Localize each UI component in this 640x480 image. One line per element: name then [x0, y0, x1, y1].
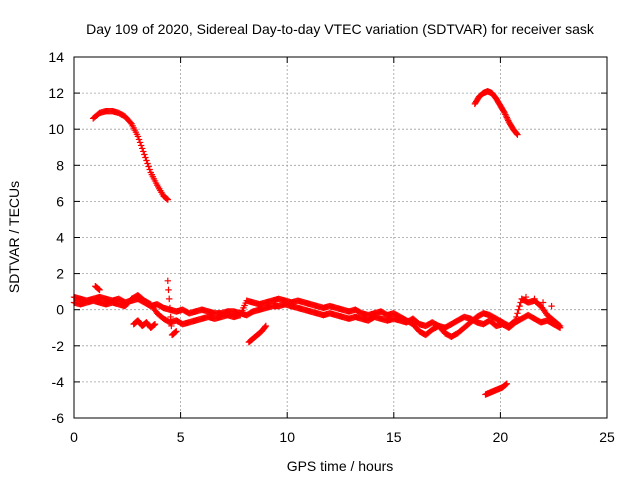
x-tick-label: 20: [493, 429, 509, 445]
y-tick-label: 6: [56, 193, 64, 209]
plot-frame: [73, 56, 608, 419]
data-point: [501, 109, 508, 117]
data-point: [514, 310, 521, 317]
y-tick-label: -4: [52, 374, 65, 390]
data-point: [140, 148, 147, 155]
data-point: [94, 285, 102, 292]
data-point: [515, 306, 522, 313]
y-tick-label: 4: [56, 230, 64, 246]
data-point: [141, 151, 148, 158]
y-tick-label: 0: [56, 302, 64, 318]
y-tick-label: 14: [48, 49, 64, 65]
data-point: [168, 322, 175, 330]
y-tick-label: 8: [56, 157, 64, 173]
x-axis-label: GPS time / hours: [287, 458, 394, 474]
data-point: [151, 320, 159, 328]
data-point: [139, 145, 146, 152]
data-point: [127, 119, 134, 126]
data-point: [261, 323, 269, 331]
data-point: [503, 380, 510, 387]
data-point: [135, 136, 143, 143]
data-point: [137, 142, 145, 149]
data-point: [513, 130, 520, 137]
data-point: [512, 317, 519, 324]
data-point: [556, 322, 564, 330]
data-point: [151, 321, 158, 328]
data-point: [146, 166, 153, 173]
grid-lines: [74, 57, 607, 418]
data-point: [163, 195, 171, 203]
data-point: [145, 163, 152, 170]
data-point: [171, 329, 179, 336]
data-point: [150, 322, 157, 329]
series-fragments: [92, 277, 555, 346]
data-point: [502, 381, 509, 389]
data-point: [166, 295, 173, 303]
data-point: [134, 133, 142, 140]
data-points: [70, 88, 564, 398]
data-point: [95, 286, 103, 293]
series-arc-3: [482, 380, 510, 398]
y-tick-label: 10: [48, 121, 64, 137]
data-point: [144, 160, 151, 167]
data-point: [96, 286, 103, 294]
data-point: [142, 154, 149, 161]
data-point: [167, 313, 174, 321]
data-point: [136, 139, 144, 146]
series-arc-1: [89, 107, 172, 203]
y-tick-label: 2: [56, 266, 64, 282]
data-point: [516, 302, 523, 310]
data-point: [531, 295, 538, 303]
data-point: [173, 328, 180, 335]
x-tick-label: 10: [279, 429, 295, 445]
y-tick-label: 12: [48, 85, 64, 101]
data-point: [548, 302, 555, 310]
data-point: [513, 313, 520, 321]
chart-title: Day 109 of 2020, Sidereal Day-to-day VTE…: [86, 21, 595, 37]
series-arc-2: [471, 88, 521, 138]
data-point: [511, 318, 518, 325]
data-point: [164, 277, 172, 285]
data-point: [172, 328, 179, 336]
y-tick-label: -6: [52, 410, 65, 426]
data-point: [143, 157, 150, 164]
data-point: [164, 196, 172, 203]
x-tick-label: 5: [177, 429, 185, 445]
data-point: [539, 299, 547, 306]
data-point: [502, 381, 510, 388]
x-tick-label: 0: [70, 429, 78, 445]
data-point: [555, 321, 563, 329]
y-tick-label: -2: [52, 338, 65, 354]
x-tick-label: 25: [599, 429, 615, 445]
data-point: [163, 195, 170, 202]
data-point: [514, 131, 521, 138]
data-point: [165, 286, 172, 294]
data-point: [503, 114, 510, 121]
data-point: [262, 322, 270, 330]
x-tick-label: 15: [386, 429, 402, 445]
data-point: [522, 293, 530, 301]
data-point: [502, 112, 510, 120]
data-point: [166, 304, 174, 312]
y-axis-label: SDTVAR / TECUs: [6, 181, 22, 293]
data-point: [504, 115, 511, 123]
data-point: [502, 111, 509, 118]
axis-ticks: 0 5 10 15 20 25 -6 -4 -2 0 2 4 6 8 10 12 14: [48, 49, 615, 445]
